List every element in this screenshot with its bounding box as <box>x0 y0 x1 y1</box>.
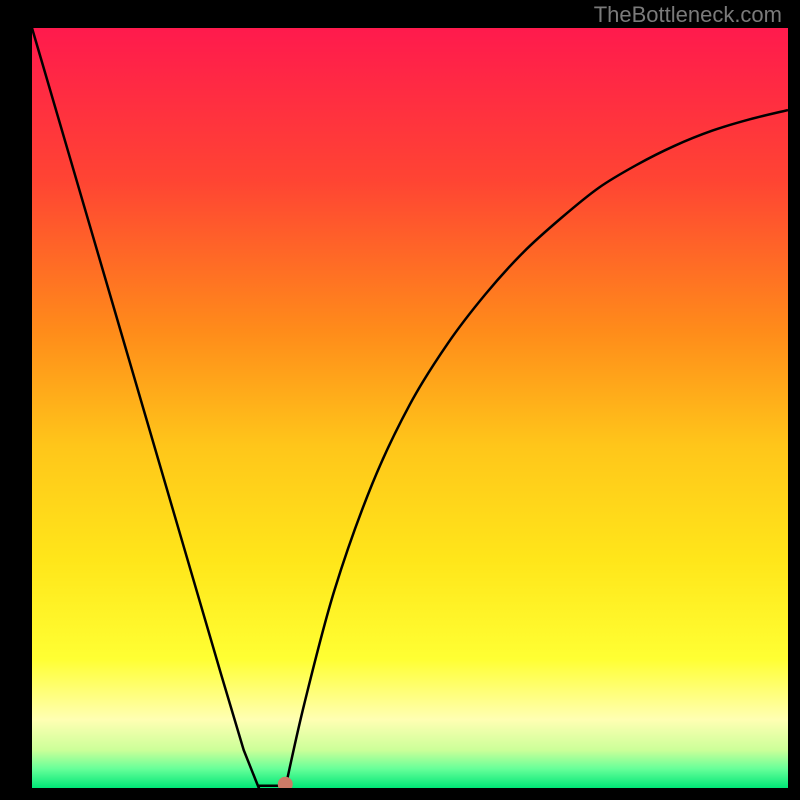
bottleneck-chart <box>32 28 788 788</box>
chart-background <box>32 28 788 788</box>
watermark-text: TheBottleneck.com <box>594 2 782 28</box>
optimum-marker <box>278 777 292 788</box>
